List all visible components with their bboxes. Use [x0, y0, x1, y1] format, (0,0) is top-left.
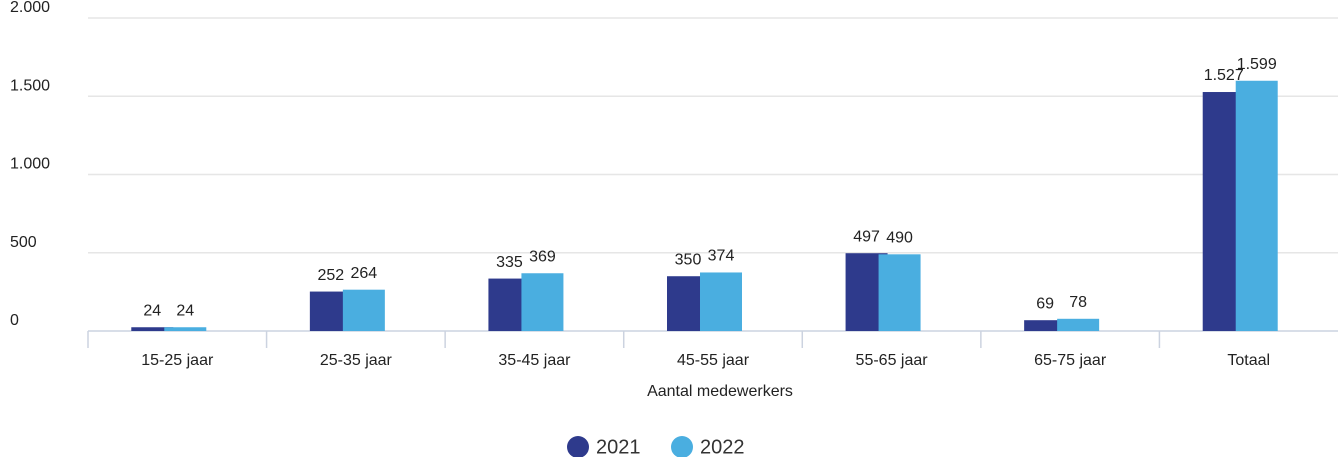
legend-swatch — [671, 436, 693, 457]
x-tick-label: 45-55 jaar — [677, 352, 750, 369]
value-label: 264 — [351, 265, 378, 282]
y-tick-label: 1.500 — [10, 77, 50, 94]
x-axis-label: Aantal medewerkers — [647, 383, 793, 400]
x-tick-label: Totaal — [1227, 352, 1270, 369]
value-label: 335 — [496, 254, 523, 271]
bar — [521, 273, 564, 331]
x-tick-label: 35-45 jaar — [498, 352, 571, 369]
y-tick-label: 2.000 — [10, 0, 50, 16]
bar — [700, 272, 742, 331]
y-tick-label: 0 — [10, 312, 19, 329]
bar — [164, 327, 207, 331]
legend-swatch — [567, 436, 589, 457]
bar — [1024, 320, 1067, 331]
value-label: 1.599 — [1237, 56, 1277, 73]
bar — [1235, 80, 1278, 331]
legend-label: 2021 — [596, 436, 641, 457]
bar — [878, 254, 921, 331]
value-label: 374 — [708, 248, 735, 265]
value-label: 252 — [318, 267, 345, 284]
value-label: 490 — [886, 230, 913, 247]
y-tick-label: 500 — [10, 234, 37, 251]
y-tick-label: 1.000 — [10, 156, 50, 173]
x-tick-label: 25-35 jaar — [320, 352, 393, 369]
value-label: 24 — [176, 302, 194, 319]
value-label: 24 — [143, 302, 161, 319]
value-label: 1.527 — [1204, 67, 1244, 84]
bar — [342, 289, 385, 331]
bar — [1057, 318, 1100, 331]
x-tick-label: 55-65 jaar — [856, 352, 929, 369]
bar — [131, 327, 174, 331]
value-label: 350 — [675, 251, 702, 268]
x-tick-label: 65-75 jaar — [1034, 352, 1107, 369]
value-label: 78 — [1069, 294, 1087, 311]
legend-label: 2022 — [700, 436, 745, 457]
value-label: 369 — [529, 248, 556, 265]
value-label: 69 — [1036, 295, 1054, 312]
x-tick-label: 15-25 jaar — [141, 352, 214, 369]
value-label: 497 — [853, 228, 880, 245]
